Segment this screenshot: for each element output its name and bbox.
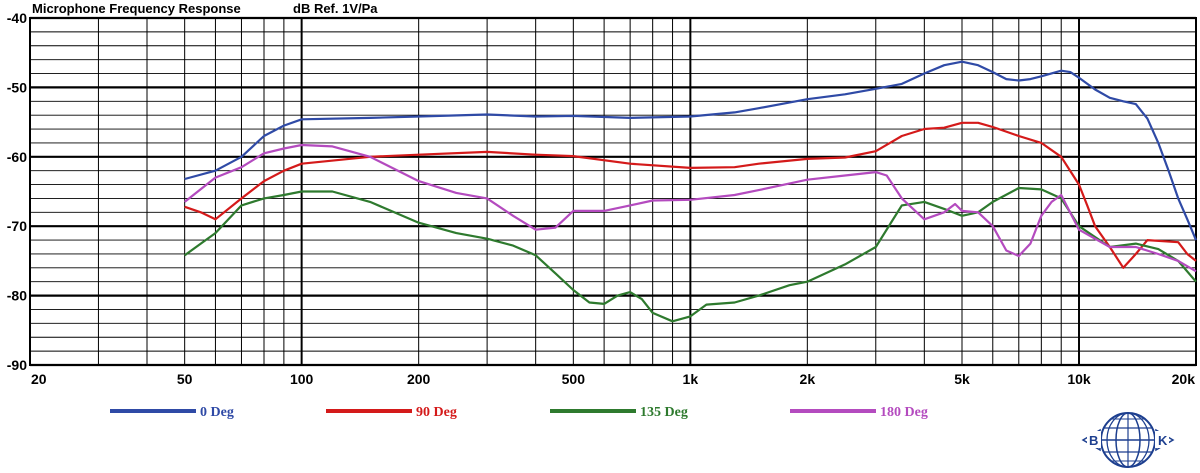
legend-label: 135 Deg	[640, 405, 688, 420]
y-axis-ticks: -40 -50 -60 -70 -80 -90	[7, 10, 27, 373]
chart-legend: 0 Deg 90 Deg 135 Deg 180 Deg	[110, 405, 928, 420]
logo-letter-b: B	[1089, 433, 1098, 448]
y-tick-label: -70	[7, 218, 27, 234]
x-tick-label: 2k	[800, 371, 816, 387]
series-line-135-deg	[184, 186, 1197, 323]
y-tick-label: -60	[7, 149, 27, 165]
y-tick-label: -40	[7, 10, 27, 26]
x-tick-label: 500	[562, 371, 586, 387]
legend-label: 180 Deg	[880, 405, 928, 420]
bk-logo-icon: B K	[1081, 412, 1175, 468]
y-tick-label: -80	[7, 288, 27, 304]
legend-label: 90 Deg	[416, 405, 457, 420]
legend-label: 0 Deg	[200, 405, 234, 420]
x-tick-label: 1k	[683, 371, 699, 387]
y-tick-label: -50	[7, 79, 27, 95]
x-tick-label: 200	[407, 371, 431, 387]
plot-area	[29, 17, 1197, 366]
y-tick-label: -90	[7, 357, 27, 373]
series-line-0-deg	[184, 60, 1198, 241]
x-axis-ticks: 20 50 100 200 500 1k 2k 5k 10k 20k	[31, 371, 1195, 387]
plot-grid	[29, 16, 1197, 367]
logo-letter-k: K	[1158, 433, 1168, 448]
response-curves	[184, 60, 1198, 323]
x-tick-label: 10k	[1067, 371, 1091, 387]
series-line-90-deg	[184, 121, 1197, 269]
chart-unit-label: dB Ref. 1V/Pa	[293, 1, 378, 16]
chart-title: Microphone Frequency Response	[32, 1, 241, 16]
x-tick-label: 20k	[1172, 371, 1196, 387]
x-tick-label: 20	[31, 371, 47, 387]
series-line-180-deg	[184, 143, 1197, 273]
x-tick-label: 5k	[954, 371, 970, 387]
x-tick-label: 100	[290, 371, 314, 387]
x-tick-label: 50	[177, 371, 193, 387]
